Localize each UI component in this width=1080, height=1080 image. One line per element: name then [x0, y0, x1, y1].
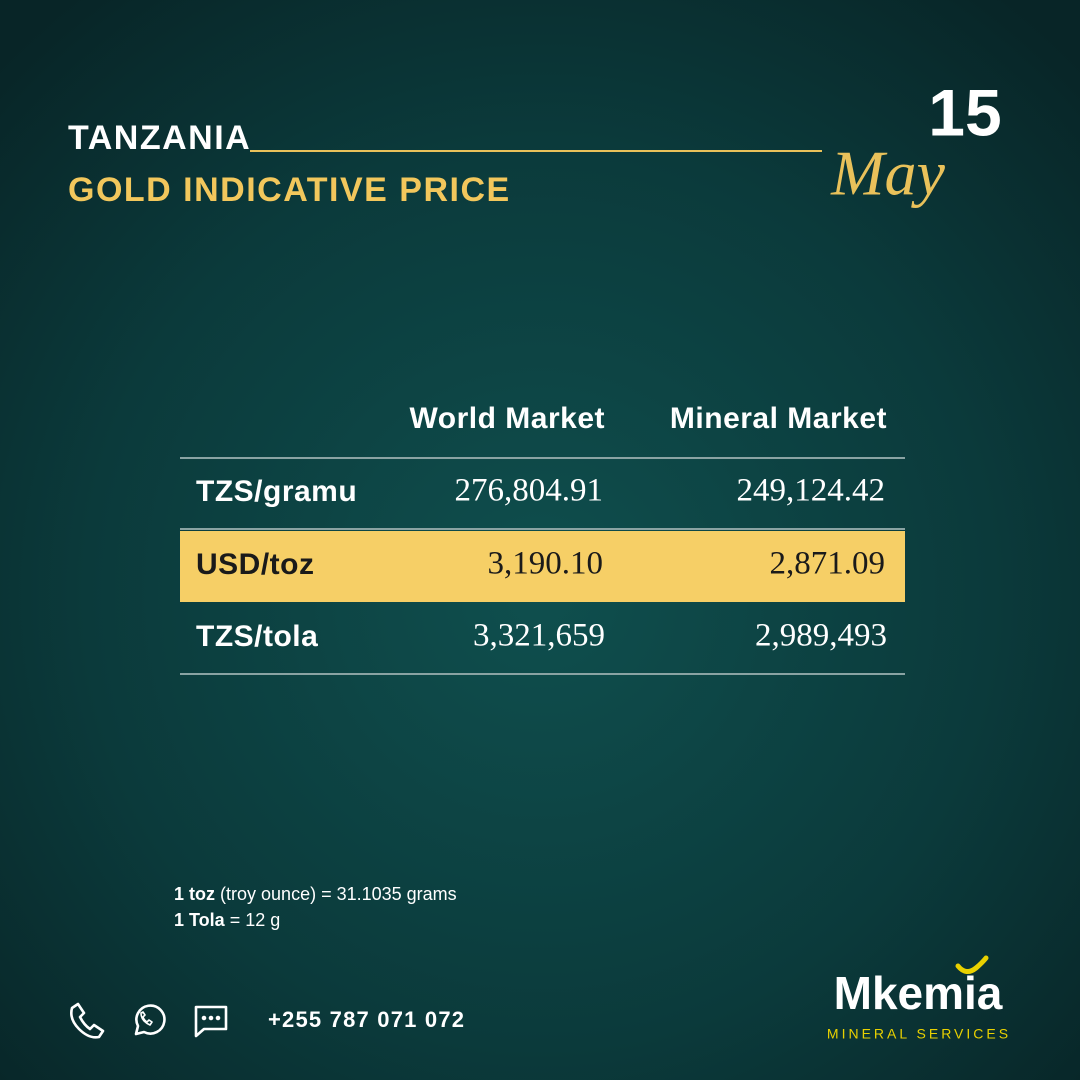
column-header: World Market: [410, 402, 605, 435]
cell: 2,989,493: [755, 618, 887, 654]
row-highlight: [180, 531, 905, 602]
logo-mark: [955, 955, 989, 974]
cell: 249,124.42: [737, 473, 886, 509]
note: 1 Tola = 12 g: [174, 910, 280, 930]
row: TZS/gramu 276,804.91 249,124.42: [196, 473, 885, 509]
note: 1 toz (troy ounce) = 31.1035 grams: [174, 884, 457, 904]
logo: Mkemia MINERAL SERVICES: [827, 955, 1011, 1042]
note-term: 1 toz: [174, 884, 215, 904]
cell: 3,190.10: [488, 546, 604, 582]
cell: 2,871.09: [770, 546, 886, 582]
note-term: 1 Tola: [174, 910, 226, 930]
note-text: = 12 g: [230, 910, 281, 930]
contact-icons: [70, 1002, 228, 1039]
phone-icon: [70, 1002, 105, 1039]
whatsapp-icon: [134, 1004, 166, 1036]
logo-name: Mkemia: [834, 967, 1003, 1019]
row-highlighted: USD/toz 3,190.10 2,871.09: [180, 531, 905, 602]
row-label: USD/toz: [196, 548, 315, 581]
row: TZS/tola 3,321,659 2,989,493: [196, 618, 887, 654]
day: 15: [928, 75, 1001, 149]
cell: 276,804.91: [455, 473, 604, 509]
month: May: [830, 138, 945, 209]
country: TANZANIA: [68, 119, 251, 157]
cell: 3,321,659: [473, 618, 605, 654]
message-icon: [194, 1005, 228, 1038]
logo-tagline: MINERAL SERVICES: [827, 1026, 1011, 1042]
note-text: (troy ounce) = 31.1035 grams: [220, 884, 457, 904]
price-table: World Market Mineral Market TZS/gramu 27…: [180, 402, 905, 675]
phone-number: +255 787 071 072: [268, 1007, 465, 1032]
title: GOLD INDICATIVE PRICE: [68, 171, 511, 209]
row-label: TZS/gramu: [196, 475, 357, 508]
column-header: Mineral Market: [670, 402, 887, 435]
row-label: TZS/tola: [196, 620, 318, 653]
